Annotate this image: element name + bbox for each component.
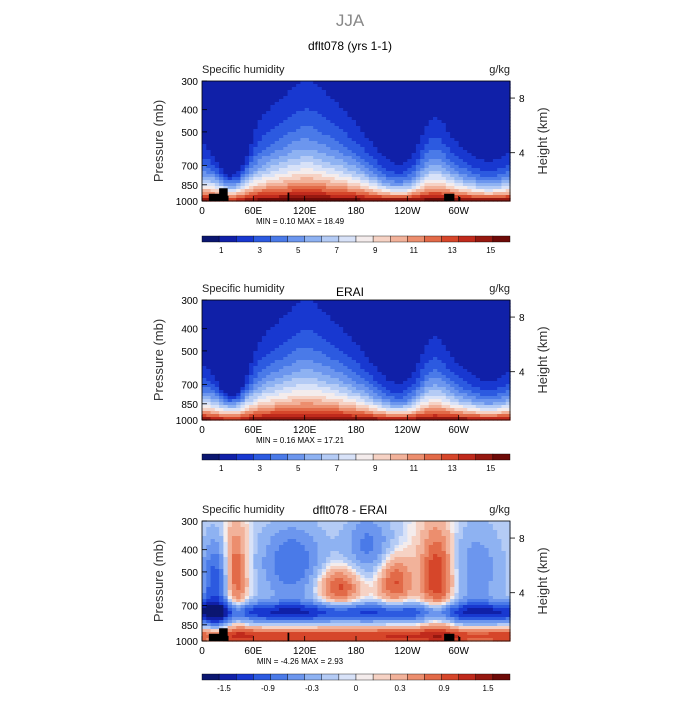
variable-label: Specific humidity [202, 283, 285, 295]
chart-title: ERAI [336, 285, 364, 299]
land-mask [226, 196, 229, 201]
page-title: JJA [336, 11, 365, 30]
y-axis-title: Pressure (mb) [151, 100, 166, 182]
y-tick-label: 400 [181, 106, 198, 117]
y-tick-label: 850 [181, 181, 198, 192]
colorbar-swatch [442, 236, 459, 242]
x-tick-label: 0 [199, 206, 205, 217]
colorbar-tick-label: 13 [448, 246, 457, 255]
y-right-axis-title: Height (km) [535, 107, 550, 174]
x-tick-label: 120W [394, 206, 421, 217]
colorbar-tick-label: 9 [373, 246, 378, 255]
chart-title: dflt078 (yrs 1-1) [308, 39, 392, 53]
y-right-tick-label: 8 [519, 94, 525, 105]
colorbar-swatch [270, 236, 287, 242]
land-mask [288, 193, 290, 201]
land-mask [444, 194, 454, 201]
colorbar-swatch [356, 236, 373, 242]
x-tick-label: 60E [244, 206, 262, 217]
colorbar-swatch [219, 236, 236, 242]
colorbar-swatch [288, 236, 305, 242]
colorbar-tick-label: 15 [486, 246, 495, 255]
colorbar-tick-label: 11 [410, 246, 419, 255]
colorbar-tick-label: 3 [258, 246, 263, 255]
y-tick-label: 700 [181, 161, 198, 172]
colorbar-swatch [476, 236, 493, 242]
colorbar-swatch [390, 236, 407, 242]
heatmap-field [202, 81, 511, 202]
colorbar-swatch [339, 236, 356, 242]
x-tick-label: 180 [348, 206, 365, 217]
variable-label: Specific humidity [202, 64, 285, 76]
colorbar-tick-label: 5 [296, 246, 301, 255]
colorbar-swatch [459, 236, 476, 242]
colorbar-swatch [305, 236, 322, 242]
colorbar-swatch [202, 236, 219, 242]
stats-label: MIN = 0.10 MAX = 18.49 [256, 217, 345, 226]
y-right-tick-label: 4 [519, 149, 525, 160]
y-tick-label: 1000 [176, 197, 199, 208]
colorbar-swatch [253, 236, 270, 242]
colorbar-swatch [236, 236, 253, 242]
y-tick-label: 500 [181, 128, 198, 139]
x-tick-label: 60W [448, 206, 469, 217]
units-label: g/kg [489, 64, 510, 76]
units-label: g/kg [489, 283, 510, 295]
colorbar-swatch [424, 236, 441, 242]
colorbar-swatch [407, 236, 424, 242]
colorbar-swatch [322, 236, 339, 242]
colorbar-tick-label: 7 [335, 246, 340, 255]
colorbar-swatch [373, 236, 390, 242]
heatmap-field [202, 300, 511, 421]
colorbar-tick-label: 1 [219, 246, 224, 255]
colorbar-swatch [493, 236, 510, 242]
x-tick-label: 120E [293, 206, 317, 217]
y-tick-label: 300 [181, 77, 198, 88]
